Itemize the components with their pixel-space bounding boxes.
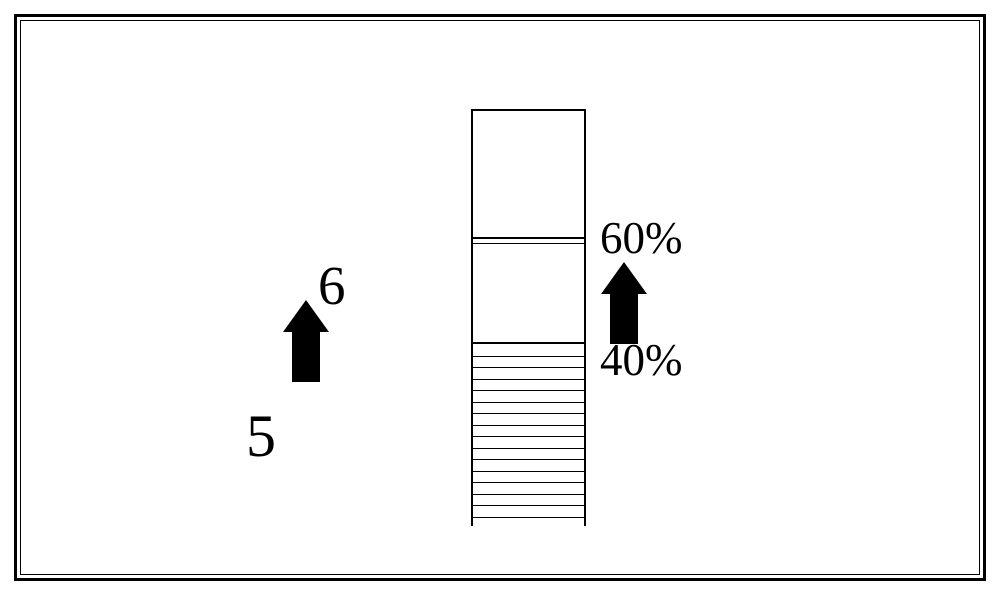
hatch-line bbox=[473, 517, 584, 518]
column-section-middle bbox=[473, 243, 584, 344]
label-60pct: 60% bbox=[600, 216, 683, 261]
hatch-line bbox=[473, 448, 584, 449]
hatch-line bbox=[473, 390, 584, 391]
hatch-line bbox=[473, 402, 584, 403]
hatch-line bbox=[473, 425, 584, 426]
arrow-up-right-icon bbox=[601, 262, 647, 344]
hatch-line bbox=[473, 413, 584, 414]
label-five: 5 bbox=[246, 406, 276, 466]
hatch-line bbox=[473, 459, 584, 460]
label-40pct: 40% bbox=[600, 338, 683, 383]
hatch-line bbox=[473, 367, 584, 368]
hatch-line bbox=[473, 471, 584, 472]
hatch-line bbox=[473, 494, 584, 495]
hatch-line bbox=[473, 379, 584, 380]
hatch-line bbox=[473, 482, 584, 483]
column-section-bottom bbox=[473, 344, 584, 528]
column-section-top bbox=[473, 111, 584, 239]
column bbox=[471, 109, 586, 526]
hatch-line bbox=[473, 505, 584, 506]
hatch-line bbox=[473, 356, 584, 357]
arrow-up-left-icon bbox=[283, 300, 329, 382]
hatch-line bbox=[473, 436, 584, 437]
